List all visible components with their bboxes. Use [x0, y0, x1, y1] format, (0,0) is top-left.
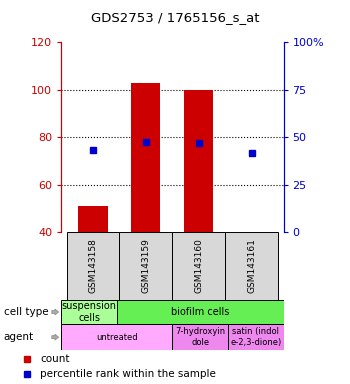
Bar [119, 232, 172, 300]
Text: GSM143158: GSM143158 [89, 238, 98, 293]
Text: agent: agent [4, 332, 34, 342]
Text: suspension
cells: suspension cells [62, 301, 117, 323]
Bar [61, 300, 117, 324]
Text: GDS2753 / 1765156_s_at: GDS2753 / 1765156_s_at [91, 11, 259, 24]
Bar [228, 324, 284, 350]
Bar [172, 232, 225, 300]
Text: GSM143160: GSM143160 [194, 238, 203, 293]
Bar [61, 324, 172, 350]
Bar [78, 206, 107, 232]
Text: 7-hydroxyin
dole: 7-hydroxyin dole [175, 328, 225, 347]
Bar [184, 90, 214, 232]
Text: count: count [40, 354, 70, 364]
Text: GSM143161: GSM143161 [247, 238, 256, 293]
Text: cell type: cell type [4, 307, 48, 317]
Bar [225, 232, 278, 300]
Bar [117, 300, 284, 324]
Text: satin (indol
e-2,3-dione): satin (indol e-2,3-dione) [230, 328, 281, 347]
Text: untreated: untreated [96, 333, 138, 342]
Text: percentile rank within the sample: percentile rank within the sample [40, 369, 216, 379]
Bar [172, 324, 228, 350]
Bar [66, 232, 119, 300]
Bar [131, 83, 160, 232]
Text: biofilm cells: biofilm cells [171, 307, 229, 317]
Text: GSM143159: GSM143159 [141, 238, 150, 293]
